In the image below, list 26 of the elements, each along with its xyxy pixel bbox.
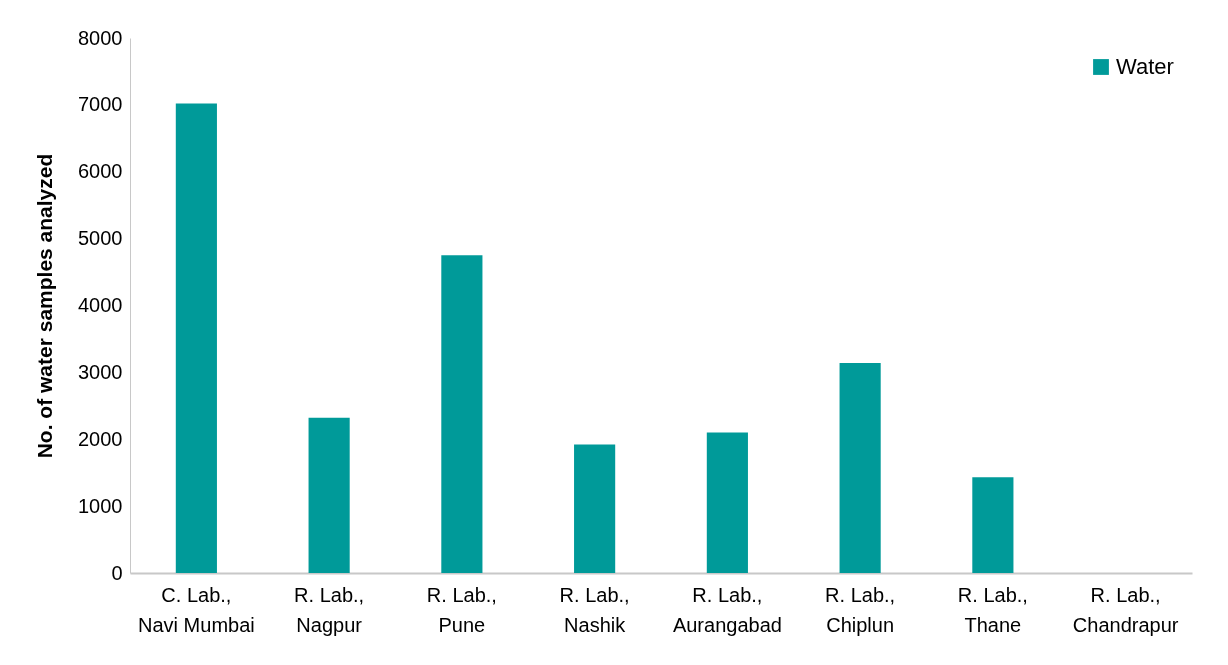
x-tick-label: R. Lab., Pune <box>426 583 497 636</box>
x-tick-label: R. Lab., Nagpur <box>294 583 365 636</box>
x-tick-label: R. Lab., Aurangabad <box>672 583 782 636</box>
legend-label: Water <box>1116 54 1174 79</box>
x-tick-label: R. Lab., Nashik <box>559 583 630 636</box>
x-tick-label: R. Lab., Thane <box>957 583 1028 636</box>
x-tick-label: R. Lab., Chiplun <box>825 583 896 636</box>
y-tick-label: 7000 <box>78 93 123 116</box>
y-tick-label: 8000 <box>78 26 123 49</box>
bar <box>308 417 350 573</box>
bar <box>972 477 1014 573</box>
bar <box>706 432 748 573</box>
y-tick-label: 0 <box>111 561 123 584</box>
bar <box>574 444 616 573</box>
bar <box>175 103 217 573</box>
y-tick-label: 1000 <box>78 494 123 517</box>
y-tick-label: 2000 <box>78 427 123 450</box>
y-tick-label: 3000 <box>78 360 123 383</box>
x-tick-label: C. Lab., Navi Mumbai <box>138 583 255 636</box>
y-axis-title: No. of water samples analyzed <box>33 153 57 459</box>
y-tick-label: 4000 <box>78 294 123 316</box>
bar <box>441 255 483 573</box>
y-tick-label: 5000 <box>78 227 123 250</box>
bar <box>839 363 881 573</box>
y-tick-label: 6000 <box>78 160 123 183</box>
x-tick-label: R. Lab., Chandrapur <box>1072 583 1179 636</box>
